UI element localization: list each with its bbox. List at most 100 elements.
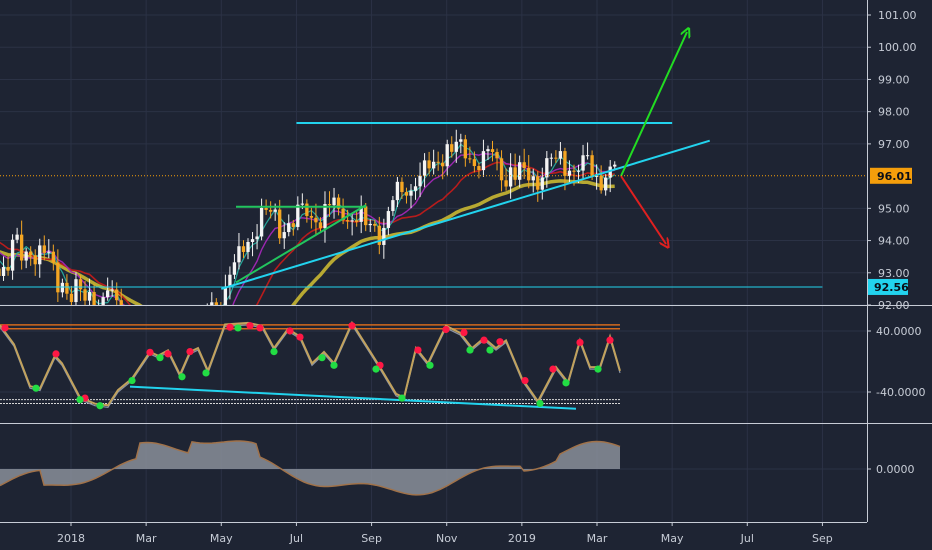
price-panel[interactable] bbox=[0, 32, 867, 397]
candle-150[interactable] bbox=[590, 150, 594, 181]
candle-45[interactable] bbox=[115, 282, 119, 306]
candle-134[interactable] bbox=[517, 155, 522, 188]
osc-red-dot-14[interactable] bbox=[442, 325, 450, 334]
candle-36[interactable] bbox=[74, 272, 78, 305]
osc-green-dot-1[interactable] bbox=[76, 396, 84, 404]
candle-79[interactable] bbox=[268, 201, 273, 219]
candle-114[interactable] bbox=[427, 151, 431, 175]
osc-green-dot-11[interactable] bbox=[372, 365, 380, 373]
candle-90[interactable] bbox=[318, 217, 323, 232]
candle-27[interactable] bbox=[33, 249, 37, 276]
candle-24[interactable] bbox=[19, 220, 24, 270]
candle-141[interactable] bbox=[549, 153, 554, 167]
osc-red-dot-4[interactable] bbox=[164, 350, 172, 358]
candle-94[interactable] bbox=[336, 194, 341, 216]
osc-red-dot-8[interactable] bbox=[256, 324, 264, 332]
candle-43[interactable] bbox=[105, 277, 110, 301]
candle-33[interactable] bbox=[60, 278, 65, 298]
candle-25[interactable] bbox=[24, 247, 28, 269]
candle-22[interactable] bbox=[10, 234, 15, 280]
osc-green-dot-18[interactable] bbox=[594, 365, 602, 373]
candle-32[interactable] bbox=[56, 249, 60, 302]
candle-122[interactable] bbox=[463, 134, 467, 167]
osc-green-dot-15[interactable] bbox=[486, 346, 494, 354]
candle-116[interactable] bbox=[436, 151, 440, 171]
osc-red-dot-5[interactable] bbox=[186, 347, 194, 356]
candle-74[interactable] bbox=[246, 238, 250, 260]
candle-112[interactable] bbox=[418, 162, 422, 198]
trendline-rising-support[interactable] bbox=[220, 139, 711, 290]
candle-139[interactable] bbox=[540, 167, 544, 200]
candle-21[interactable] bbox=[6, 256, 10, 276]
candle-89[interactable] bbox=[314, 203, 318, 236]
osc-green-dot-16[interactable] bbox=[536, 399, 544, 408]
osc-red-dot-16[interactable] bbox=[480, 336, 488, 344]
candle-130[interactable] bbox=[499, 150, 504, 192]
candle-102[interactable] bbox=[373, 220, 377, 232]
candle-87[interactable] bbox=[305, 199, 309, 223]
candle-142[interactable] bbox=[554, 150, 558, 163]
candle-127[interactable] bbox=[486, 145, 490, 160]
candle-97[interactable] bbox=[350, 213, 354, 236]
candle-67[interactable] bbox=[214, 298, 218, 314]
candle-85[interactable] bbox=[296, 196, 300, 231]
candle-88[interactable] bbox=[309, 207, 314, 229]
candle-124[interactable] bbox=[472, 151, 477, 173]
osc-green-dot-8[interactable] bbox=[270, 347, 278, 356]
osc-red-dot-9[interactable] bbox=[286, 327, 294, 335]
osc-green-dot-5[interactable] bbox=[178, 373, 186, 381]
candle-126[interactable] bbox=[481, 139, 486, 177]
candle-131[interactable] bbox=[504, 168, 508, 191]
candle-103[interactable] bbox=[377, 216, 381, 255]
candle-115[interactable] bbox=[431, 149, 436, 175]
osc-red-dot-6[interactable] bbox=[226, 323, 234, 331]
osc-red-dot-10[interactable] bbox=[296, 333, 304, 341]
candle-111[interactable] bbox=[413, 177, 418, 200]
candle-30[interactable] bbox=[47, 239, 51, 259]
candle-120[interactable] bbox=[454, 129, 458, 163]
candle-123[interactable] bbox=[468, 146, 472, 164]
osc-red-dot-1[interactable] bbox=[52, 350, 60, 358]
candle-110[interactable] bbox=[409, 184, 413, 209]
candle-101[interactable] bbox=[368, 219, 372, 233]
osc-red-dot-21[interactable] bbox=[606, 336, 614, 344]
candle-35[interactable] bbox=[69, 285, 74, 311]
osc-red-dot-19[interactable] bbox=[549, 365, 557, 373]
candle-140[interactable] bbox=[545, 151, 549, 188]
candle-70[interactable] bbox=[228, 266, 232, 300]
candle-20[interactable] bbox=[1, 256, 6, 281]
osc-red-dot-7[interactable] bbox=[246, 322, 254, 330]
candle-125[interactable] bbox=[477, 162, 481, 179]
candle-109[interactable] bbox=[404, 187, 409, 204]
candle-128[interactable] bbox=[490, 140, 495, 162]
candle-72[interactable] bbox=[237, 232, 241, 270]
candle-26[interactable] bbox=[29, 246, 33, 266]
candle-117[interactable] bbox=[441, 154, 445, 180]
candle-129[interactable] bbox=[495, 148, 499, 171]
osc-divergence-line[interactable] bbox=[129, 385, 577, 410]
candle-133[interactable] bbox=[513, 153, 517, 186]
candle-96[interactable] bbox=[345, 209, 350, 229]
candle-29[interactable] bbox=[42, 235, 46, 261]
bearish-arrow[interactable] bbox=[620, 175, 666, 244]
osc-green-dot-7[interactable] bbox=[234, 324, 242, 332]
osc-green-dot-17[interactable] bbox=[562, 379, 570, 387]
candle-105[interactable] bbox=[386, 206, 391, 236]
candle-154[interactable] bbox=[608, 160, 612, 193]
candle-83[interactable] bbox=[287, 214, 291, 237]
candle-84[interactable] bbox=[291, 219, 295, 236]
osc-green-dot-10[interactable] bbox=[330, 361, 338, 369]
osc-green-dot-6[interactable] bbox=[202, 369, 210, 377]
candle-37[interactable] bbox=[78, 275, 83, 301]
osc-red-dot-18[interactable] bbox=[521, 376, 529, 385]
osc-red-dot-20[interactable] bbox=[576, 338, 584, 347]
candle-153[interactable] bbox=[604, 174, 608, 196]
candle-40[interactable] bbox=[92, 284, 96, 321]
candle-108[interactable] bbox=[400, 177, 404, 199]
candle-135[interactable] bbox=[522, 148, 526, 180]
candle-136[interactable] bbox=[527, 154, 531, 189]
green-rising-line[interactable] bbox=[235, 204, 367, 284]
candle-46[interactable] bbox=[119, 288, 123, 341]
osc-green-dot-3[interactable] bbox=[128, 376, 136, 385]
candle-39[interactable] bbox=[87, 278, 92, 305]
